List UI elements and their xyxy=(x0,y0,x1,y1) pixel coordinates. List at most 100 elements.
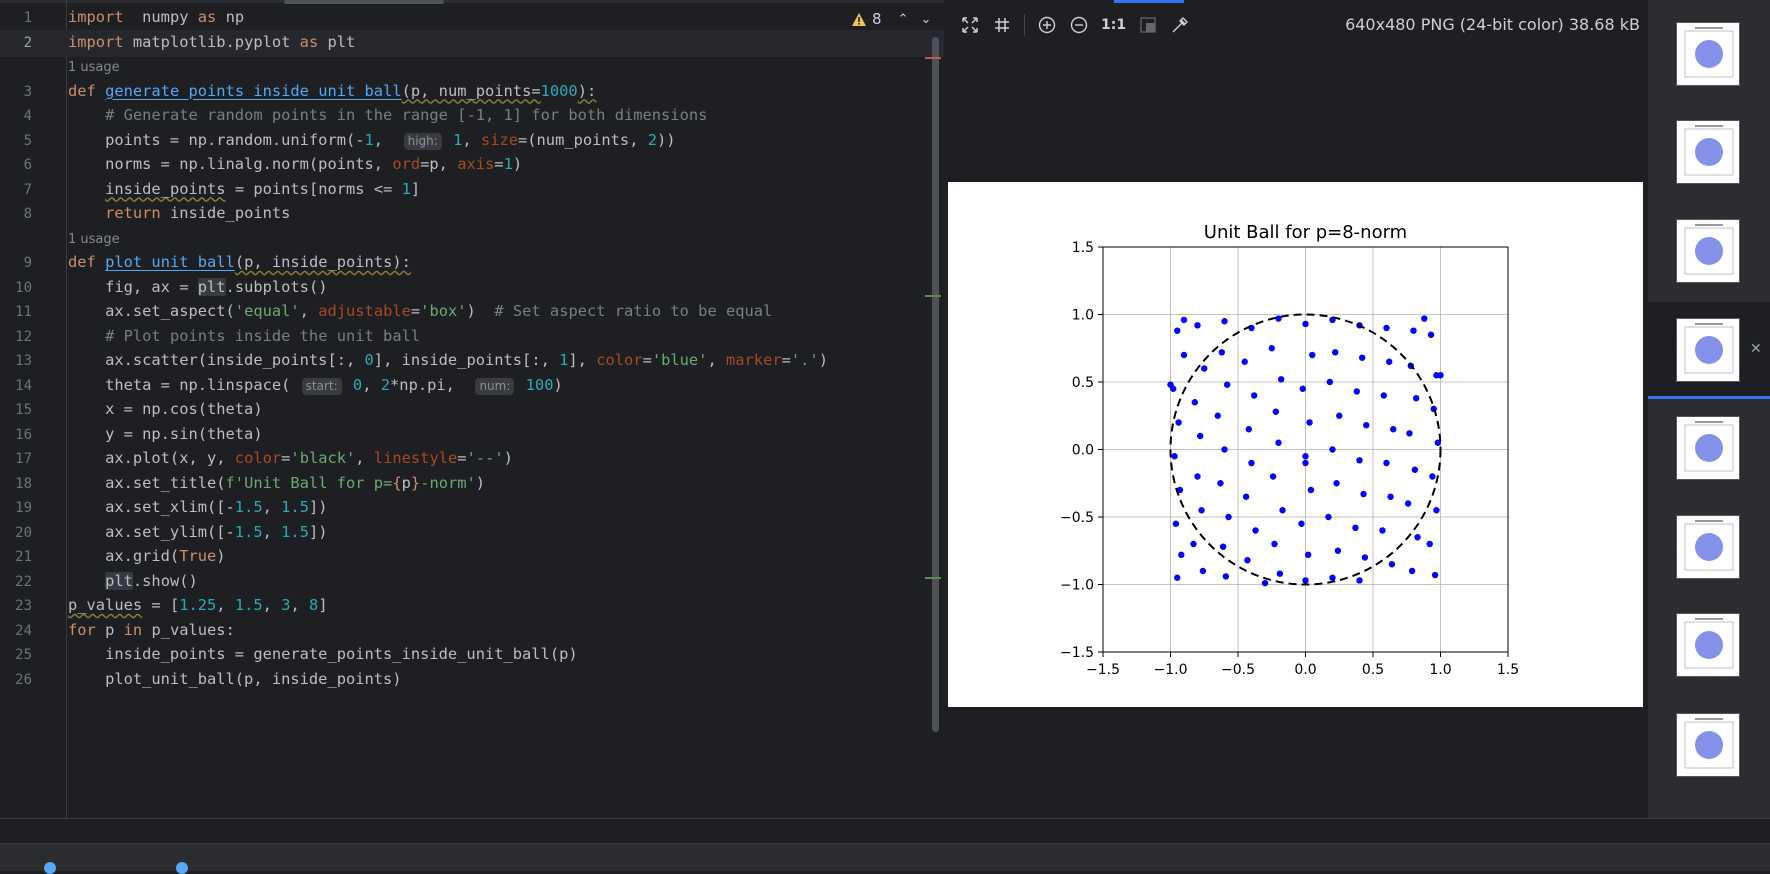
scatter-point xyxy=(1410,327,1417,334)
image-thumbnail[interactable] xyxy=(1676,416,1740,480)
code-line[interactable]: 22 plt.show() xyxy=(0,569,944,596)
code-text[interactable]: return inside_points xyxy=(68,204,290,222)
zoom-out-icon[interactable] xyxy=(1069,15,1089,35)
code-text[interactable]: import numpy as np xyxy=(68,8,244,26)
code-line[interactable]: 11 ax.set_aspect('equal', adjustable='bo… xyxy=(0,299,944,326)
scatter-point xyxy=(1390,426,1397,433)
inspection-widget[interactable]: 8 ⌃ ⌄ xyxy=(852,10,931,28)
code-text[interactable]: inside_points = points[norms <= 1] xyxy=(68,180,420,198)
code-line[interactable]: 2 import matplotlib.pyplot as plt xyxy=(0,29,944,57)
code-token: 2 xyxy=(647,130,658,149)
code-text[interactable]: def plot_unit_ball(p, inside_points): xyxy=(68,253,411,271)
image-thumbnail[interactable] xyxy=(1676,22,1740,86)
code-text[interactable]: ax.plot(x, y, color='black', linestyle='… xyxy=(68,449,513,467)
usage-hint[interactable]: 1 usage xyxy=(68,231,120,247)
usage-hint-line[interactable]: 1 usage xyxy=(0,54,944,81)
fit-to-window-icon[interactable] xyxy=(960,15,980,35)
image-thumbnail[interactable] xyxy=(1676,318,1740,382)
code-line[interactable]: 24 for p in p_values: xyxy=(0,618,944,645)
tool-window-button[interactable] xyxy=(44,862,56,874)
code-line[interactable]: 23 p_values = [1.25, 1.5, 3, 8] xyxy=(0,593,944,620)
scatter-point xyxy=(1252,527,1259,534)
code-text[interactable]: fig, ax = plt.subplots() xyxy=(68,277,327,296)
code-line[interactable]: 26 plot_unit_ball(p, inside_points) xyxy=(0,667,944,694)
code-line[interactable]: 21 ax.grid(True) xyxy=(0,544,944,571)
code-text[interactable]: ax.set_ylim([-1.5, 1.5]) xyxy=(68,523,327,541)
code-line[interactable]: 18 ax.set_title(f'Unit Ball for p={p}-no… xyxy=(0,471,944,498)
error-stripe-marker[interactable] xyxy=(925,295,941,297)
code-text[interactable]: inside_points = generate_points_inside_u… xyxy=(68,645,578,663)
code-line[interactable]: 15 x = np.cos(theta) xyxy=(0,397,944,424)
code-line[interactable]: 19 ax.set_xlim([-1.5, 1.5]) xyxy=(0,495,944,522)
code-line[interactable]: 20 ax.set_ylim([-1.5, 1.5]) xyxy=(0,520,944,547)
code-line[interactable]: 4 # Generate random points in the range … xyxy=(0,103,944,130)
chevron-up-icon[interactable]: ⌃ xyxy=(897,11,909,27)
code-text[interactable]: theta = np.linspace( start: 0, 2*np.pi, … xyxy=(68,376,563,395)
code-text[interactable]: # Plot points inside the unit ball xyxy=(68,327,420,345)
image-thumbnail[interactable] xyxy=(1676,120,1740,184)
code-line[interactable]: 14 theta = np.linspace( start: 0, 2*np.p… xyxy=(0,373,944,400)
scatter-point xyxy=(1244,557,1251,564)
code-line[interactable]: 5 points = np.random.uniform(-1, high: 1… xyxy=(0,128,944,155)
zoom-in-icon[interactable] xyxy=(1037,15,1057,35)
error-stripe-marker[interactable] xyxy=(925,577,941,579)
selected-thumbnail-indicator xyxy=(1648,396,1770,399)
line-number: 24 xyxy=(15,622,32,639)
code-token: = xyxy=(281,449,291,467)
code-text[interactable]: y = np.sin(theta) xyxy=(68,425,263,443)
scatter-point xyxy=(1329,446,1336,453)
color-picker-icon[interactable] xyxy=(1170,15,1190,35)
code-editor[interactable]: 1 import numpy as np 2 import matplotlib.py… xyxy=(0,0,944,818)
code-text[interactable]: ax.grid(True) xyxy=(68,547,226,565)
image-thumbnail[interactable] xyxy=(1676,713,1740,777)
code-text[interactable]: x = np.cos(theta) xyxy=(68,400,263,418)
code-text[interactable]: plot_unit_ball(p, inside_points) xyxy=(68,670,402,688)
code-token: p xyxy=(95,620,124,639)
code-text[interactable]: plt.show() xyxy=(68,571,198,590)
error-stripe-marker[interactable] xyxy=(925,57,941,59)
usage-hint[interactable]: 1 usage xyxy=(68,60,120,75)
code-text[interactable]: norms = np.linalg.norm(points, ord=p, ax… xyxy=(68,155,522,173)
code-text[interactable]: import matplotlib.pyplot as plt xyxy=(68,33,355,51)
actual-size-button[interactable]: 1:1 xyxy=(1101,17,1127,33)
code-token: ] xyxy=(410,179,421,198)
image-thumbnail[interactable] xyxy=(1676,219,1740,283)
code-line[interactable]: 13 ax.scatter(inside_points[:, 0], insid… xyxy=(0,348,944,375)
code-text[interactable]: def generate_points_inside_unit_ball(p, … xyxy=(68,82,596,100)
code-line[interactable]: 6 norms = np.linalg.norm(points, ord=p, … xyxy=(0,152,944,179)
code-text[interactable]: ax.set_title(f'Unit Ball for p={p}-norm'… xyxy=(68,474,485,492)
scatter-point xyxy=(1175,419,1182,426)
code-line[interactable]: 8 return inside_points xyxy=(0,201,944,228)
code-text[interactable]: p_values = [1.25, 1.5, 3, 8] xyxy=(68,596,328,614)
code-line[interactable]: 3 def generate_points_inside_unit_ball(p,… xyxy=(0,79,944,106)
scatter-point xyxy=(1167,381,1174,388)
code-line[interactable]: 16 y = np.sin(theta) xyxy=(0,422,944,449)
editor-horizontal-scrollbar[interactable] xyxy=(284,0,444,4)
tool-window-button[interactable] xyxy=(176,862,188,874)
code-line[interactable]: 25 inside_points = generate_points_insid… xyxy=(0,642,944,669)
code-line[interactable]: 12 # Plot points inside the unit ball xyxy=(0,324,944,351)
image-thumbnail[interactable] xyxy=(1676,515,1740,579)
chevron-down-icon[interactable]: ⌄ xyxy=(920,11,932,27)
code-line[interactable]: 10 fig, ax = plt.subplots() xyxy=(0,275,944,302)
code-text[interactable]: # Generate random points in the range [-… xyxy=(68,106,707,124)
code-line[interactable]: 7 inside_points = points[norms <= 1] xyxy=(0,177,944,204)
code-line[interactable]: 1 import numpy as np xyxy=(0,5,944,32)
editor-vertical-scrollbar[interactable] xyxy=(932,37,939,732)
code-text[interactable]: ax.set_xlim([-1.5, 1.5]) xyxy=(68,498,327,516)
line-number: 8 xyxy=(23,206,32,222)
usage-hint-line[interactable]: 1 usage xyxy=(0,226,944,253)
code-line[interactable]: 9 def plot_unit_ball(p, inside_points): xyxy=(0,250,944,277)
code-text[interactable]: ax.scatter(inside_points[:, 0], inside_p… xyxy=(68,351,828,369)
code-line[interactable]: 17 ax.plot(x, y, color='black', linestyl… xyxy=(0,446,944,473)
grid-icon[interactable] xyxy=(992,15,1012,35)
code-token: plot_unit_ball xyxy=(105,253,235,271)
close-icon[interactable]: ✕ xyxy=(1750,341,1762,357)
code-text[interactable]: points = np.random.uniform(-1, high: 1, … xyxy=(68,131,676,150)
code-text[interactable]: for p in p_values: xyxy=(68,621,235,639)
thumbnail-strip[interactable]: ✕ xyxy=(1648,0,1770,818)
code-text[interactable]: ax.set_aspect('equal', adjustable='box')… xyxy=(68,302,772,320)
background-icon[interactable] xyxy=(1138,15,1158,35)
image-thumbnail[interactable] xyxy=(1676,613,1740,677)
image-viewer[interactable]: 1:1 640x480 PNG (24-bit color) 38.68 kB … xyxy=(944,0,1648,818)
